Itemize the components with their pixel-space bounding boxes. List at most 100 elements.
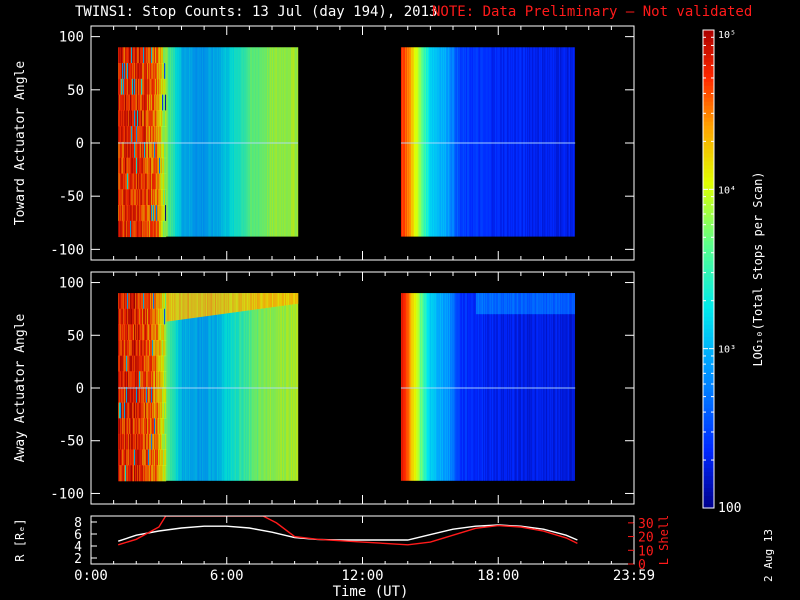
heat-band xyxy=(204,293,206,317)
heat-column xyxy=(253,47,255,237)
heat-cell xyxy=(156,371,158,388)
heat-cell xyxy=(164,173,166,190)
heat-band xyxy=(235,293,237,313)
heat-cell xyxy=(123,371,125,388)
heat-cell xyxy=(159,418,161,435)
heat-cell xyxy=(147,465,149,482)
heat-band xyxy=(266,293,268,308)
heat-cell xyxy=(164,324,166,341)
heat-cell xyxy=(159,47,161,64)
heat-column xyxy=(489,293,492,481)
heat-band xyxy=(178,293,180,320)
heat-cell xyxy=(149,173,151,190)
heat-cell xyxy=(135,63,137,80)
heat-edge xyxy=(494,293,497,315)
heat-cell xyxy=(120,157,122,174)
heat-cell xyxy=(147,47,149,64)
heat-column xyxy=(470,47,473,237)
colorbar-segment xyxy=(703,37,714,43)
heat-column xyxy=(492,293,495,481)
heat-column xyxy=(449,293,452,481)
colorbar-segment xyxy=(703,324,714,330)
colorbar-segment xyxy=(703,384,714,390)
heat-column xyxy=(294,47,296,237)
heat-cell xyxy=(147,433,149,451)
heat-column xyxy=(461,293,464,481)
heat-column xyxy=(181,47,183,237)
colorbar-segment xyxy=(703,177,714,182)
heat-column xyxy=(227,293,229,481)
heat-cell xyxy=(151,402,153,419)
heat-cell xyxy=(158,308,160,325)
heat-column xyxy=(423,293,426,481)
heat-column xyxy=(219,47,221,237)
heat-cell xyxy=(142,308,144,325)
heat-cell xyxy=(138,63,140,80)
heat-cell xyxy=(139,386,141,404)
heat-column xyxy=(538,47,541,237)
heat-cell xyxy=(123,355,125,372)
heat-cell xyxy=(151,465,153,482)
data-block-1 xyxy=(118,47,299,238)
heat-band xyxy=(286,293,288,306)
heat-band xyxy=(179,293,181,320)
heat-cell xyxy=(142,94,144,111)
heat-column xyxy=(183,47,185,237)
heat-cell xyxy=(126,189,128,206)
colorbar-segment xyxy=(703,364,714,370)
heat-band xyxy=(244,293,246,311)
heat-cell xyxy=(145,340,147,357)
heat-cell xyxy=(139,308,141,325)
heat-band xyxy=(169,293,171,322)
heat-column xyxy=(545,293,548,481)
heat-band xyxy=(262,293,264,309)
heat-cell xyxy=(139,94,141,111)
colorbar-segment xyxy=(703,249,714,254)
heat-column xyxy=(289,47,291,237)
heat-cell xyxy=(148,94,150,111)
heat-cell xyxy=(161,355,163,372)
heat-cell xyxy=(125,386,127,404)
heat-column xyxy=(540,293,543,481)
heat-column xyxy=(539,47,542,237)
heat-cell xyxy=(130,355,132,372)
heat-cell xyxy=(128,173,130,190)
heat-cell xyxy=(130,173,132,190)
heat-cell xyxy=(151,141,153,159)
y-tick-label: 100 xyxy=(59,276,84,292)
heat-band xyxy=(250,293,252,311)
heat-cell xyxy=(140,110,142,127)
colorbar-segment xyxy=(703,209,714,214)
heat-cell xyxy=(139,433,141,451)
heat-column xyxy=(228,47,230,237)
heat-column xyxy=(446,47,449,237)
heat-cell xyxy=(152,418,154,435)
heat-cell xyxy=(133,205,135,222)
heat-cell xyxy=(122,355,124,372)
heat-cell xyxy=(124,63,126,80)
heat-cell xyxy=(160,324,162,341)
heat-cell xyxy=(136,63,138,80)
colorbar-segment xyxy=(703,145,714,151)
heat-column xyxy=(183,293,185,481)
heat-cell xyxy=(125,449,127,466)
heat-cell xyxy=(148,63,150,80)
heat-cell xyxy=(150,63,152,80)
heat-column xyxy=(458,47,461,237)
heat-column xyxy=(400,293,403,481)
heat-cell xyxy=(130,110,132,127)
heat-cell xyxy=(136,324,138,341)
heat-cell xyxy=(133,386,135,404)
heat-cell xyxy=(141,47,143,64)
heat-cell xyxy=(140,126,142,143)
heat-cell xyxy=(120,47,122,64)
colorbar-segment xyxy=(703,221,714,226)
heat-column xyxy=(188,293,190,481)
heat-column xyxy=(455,293,458,481)
heat-edge xyxy=(556,293,559,315)
heat-cell xyxy=(137,94,139,111)
heat-column xyxy=(224,47,226,237)
heat-cell xyxy=(134,78,136,96)
heat-cell xyxy=(139,465,141,482)
heat-column xyxy=(573,47,576,237)
